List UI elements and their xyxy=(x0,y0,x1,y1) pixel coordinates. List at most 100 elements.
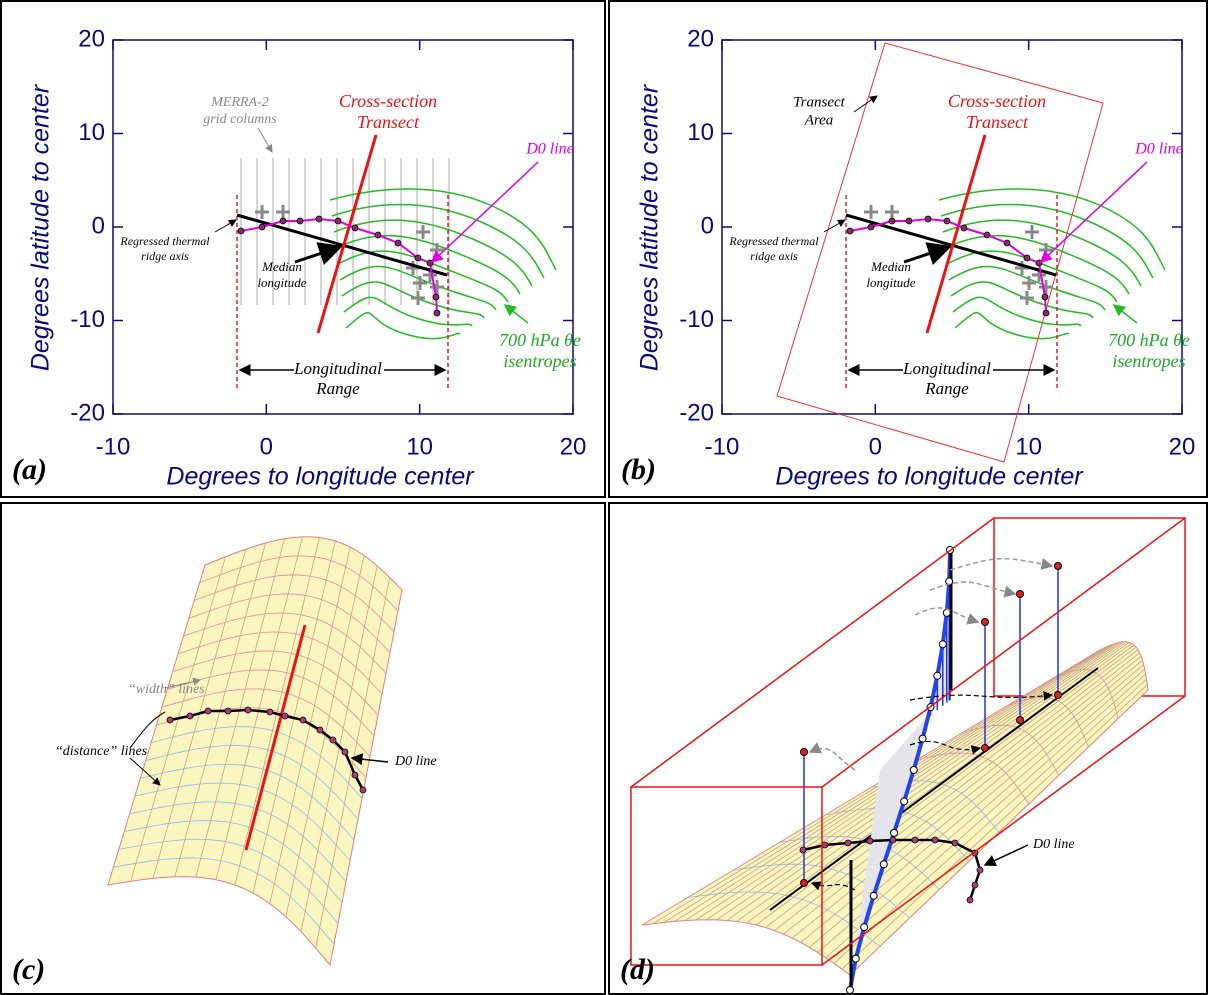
d0-point xyxy=(351,224,359,232)
arrow xyxy=(430,161,539,264)
annotation: grid columns xyxy=(203,112,277,127)
y-tick-label: -20 xyxy=(679,399,714,426)
grid-cross xyxy=(1025,225,1039,239)
flow-arrow xyxy=(909,691,1054,701)
x-tick-label: -10 xyxy=(96,433,131,460)
d0-point xyxy=(296,217,304,225)
isentrope xyxy=(942,219,1142,287)
box-edge xyxy=(821,517,1186,788)
d0-point xyxy=(237,227,245,235)
isentrope xyxy=(950,281,1094,319)
width-line xyxy=(800,659,1143,943)
annotation: Median xyxy=(870,259,911,274)
d0-point xyxy=(1041,293,1049,301)
y-tick-label: -10 xyxy=(679,306,714,333)
d0-point xyxy=(315,215,323,223)
y-tick-label: 0 xyxy=(701,212,714,239)
grid-cross xyxy=(416,225,430,239)
annotation: Transect xyxy=(966,112,1029,132)
arrow xyxy=(129,711,166,749)
width-line xyxy=(234,537,320,886)
d0-point xyxy=(258,223,266,231)
d0-point xyxy=(844,839,852,847)
panel-label: (b) xyxy=(621,453,656,486)
y-axis-label: Degrees latitude to center xyxy=(27,83,55,371)
grid-cross xyxy=(255,205,269,219)
annotation: 700 hPa θe xyxy=(1108,330,1190,350)
width-line xyxy=(774,649,1139,931)
panel: D0 line (d) xyxy=(620,517,1186,994)
annotation: D0 line xyxy=(525,141,574,158)
grid-cross xyxy=(411,291,425,305)
annotation: longitude xyxy=(866,275,915,290)
d0-point xyxy=(394,239,402,247)
profile-point xyxy=(860,923,869,932)
d0-point xyxy=(266,708,274,716)
arrow xyxy=(350,753,389,766)
projected-point xyxy=(1016,716,1024,724)
profile-point xyxy=(918,734,927,743)
surface xyxy=(107,536,403,967)
annotation: Cross-section xyxy=(339,91,437,111)
annotation: “width” lines xyxy=(128,682,205,697)
transect-line xyxy=(244,624,307,851)
width-line xyxy=(716,641,1124,921)
box-front xyxy=(630,786,823,966)
d0-point xyxy=(374,231,382,239)
arrow xyxy=(294,242,343,266)
arrow xyxy=(983,844,1029,867)
profile-point xyxy=(851,954,860,963)
profile-point xyxy=(909,766,918,774)
grid-cross xyxy=(885,205,899,219)
isentrope xyxy=(331,203,545,279)
d0-point xyxy=(960,224,968,232)
arrow xyxy=(823,219,846,233)
grid-cross xyxy=(1039,243,1053,257)
x-axis-label: Degrees to longitude center xyxy=(775,463,1084,491)
grid-cross xyxy=(413,276,427,290)
isentrope xyxy=(938,188,1166,271)
annotation: Longitudinal xyxy=(902,359,991,378)
projected-point xyxy=(981,618,989,626)
width-line xyxy=(706,641,1121,921)
d0-point xyxy=(866,837,874,845)
isentrope xyxy=(333,219,533,287)
projected-point xyxy=(981,744,989,752)
projected-point xyxy=(800,879,808,887)
y-tick-label: 10 xyxy=(687,119,714,146)
width-line xyxy=(300,565,378,932)
x-tick-label: 20 xyxy=(560,433,587,460)
d0-point xyxy=(279,217,287,225)
profile-point xyxy=(869,891,878,900)
width-line xyxy=(285,555,365,917)
transect-area xyxy=(776,42,1104,463)
grid-cross xyxy=(1039,280,1053,294)
y-tick-label: 0 xyxy=(92,212,105,239)
annotation: ridge axis xyxy=(750,249,798,263)
projected-point xyxy=(1054,691,1062,699)
annotation: Regressed thermal xyxy=(119,234,210,248)
grid-cross xyxy=(430,280,444,294)
panel-label: (d) xyxy=(620,953,655,986)
isentrope xyxy=(946,250,1118,303)
d0-point xyxy=(316,726,324,734)
isentrope xyxy=(337,250,509,303)
x-axis-label: Degrees to longitude center xyxy=(166,463,475,491)
isentrope xyxy=(329,188,557,271)
transect-line xyxy=(316,134,378,334)
arrow xyxy=(1039,161,1148,264)
d0-point xyxy=(433,309,441,317)
width-line xyxy=(825,673,1146,959)
d0-point xyxy=(244,706,252,714)
profile-point xyxy=(938,640,947,649)
d0-point xyxy=(329,736,337,744)
arrow xyxy=(164,677,201,689)
d0-point xyxy=(983,231,991,239)
y-tick-label: -20 xyxy=(70,399,105,426)
arrow xyxy=(903,242,952,266)
isentrope xyxy=(954,311,1070,340)
isentrope xyxy=(944,234,1130,295)
x-tick-label: -10 xyxy=(705,433,740,460)
flow-arrow xyxy=(909,740,982,755)
y-tick-label: 20 xyxy=(78,25,105,52)
